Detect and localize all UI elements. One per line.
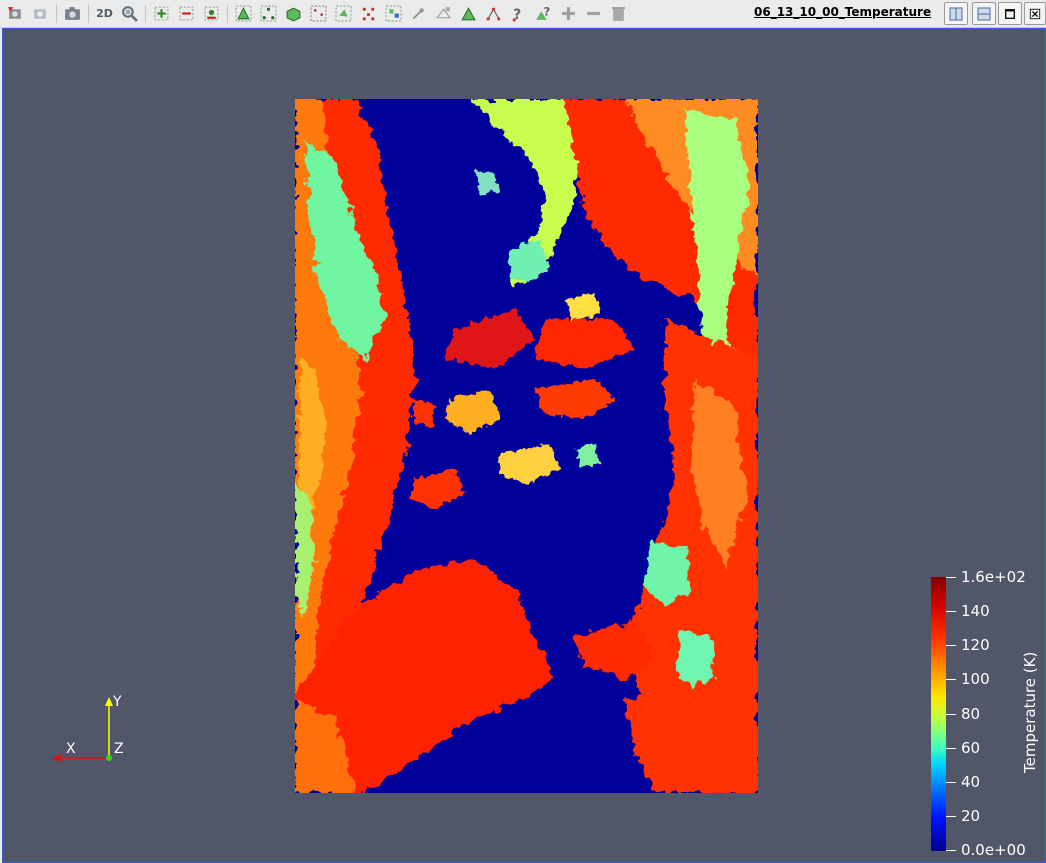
select-cells-polygon-icon[interactable]	[334, 4, 354, 24]
cell-query-icon[interactable]: ?	[509, 4, 529, 24]
colorbar-gradient	[931, 577, 946, 851]
toggle-2d-button[interactable]: 2D	[96, 7, 113, 20]
colorbar-tick-label: 80	[961, 704, 981, 723]
view-toolbar: 2D ? ?	[0, 0, 1046, 28]
colorbar-tick-label: 100	[961, 670, 990, 689]
toolbar-separator	[56, 4, 57, 23]
colorbar-tick	[946, 611, 956, 613]
render-view[interactable]: 1.6e+02 140 120 100 80 60 40 20 0.0e+00 Temperat…	[2, 28, 1046, 863]
reset-camera-closest-icon[interactable]	[31, 4, 51, 24]
hover-points-icon[interactable]	[434, 4, 454, 24]
view-title[interactable]: 06_13_10_00_Temperature	[754, 5, 932, 19]
reset-camera-icon[interactable]	[6, 4, 26, 24]
zoom-closest-icon[interactable]	[202, 4, 222, 24]
colorbar-tick	[946, 713, 956, 715]
split-vertical-button[interactable]	[972, 2, 996, 25]
colorbar-tick	[946, 781, 956, 783]
toolbar-separator	[227, 4, 228, 23]
zoom-to-data-icon[interactable]	[120, 4, 140, 24]
axis-x-label: X	[66, 741, 76, 757]
colorbar-tick-label: 140	[961, 602, 990, 621]
hover-cells-icon[interactable]	[459, 4, 479, 24]
select-cells-frustum-icon[interactable]	[284, 4, 304, 24]
colorbar-tick-label: 0.0e+00	[961, 841, 1026, 859]
clear-selection-icon[interactable]	[584, 4, 604, 24]
select-points-frustum-icon[interactable]	[309, 4, 329, 24]
orientation-axes: Y X Z	[43, 694, 143, 774]
colorbar-tick	[946, 815, 956, 817]
close-icon	[1029, 8, 1041, 19]
svg-text:?: ?	[544, 5, 551, 19]
zoom-out-icon[interactable]	[177, 4, 197, 24]
split-vertical-icon	[977, 7, 991, 20]
toolbar-separator	[88, 4, 89, 23]
colorbar-tick-label: 120	[961, 636, 990, 655]
colorbar-title: Temperature (K)	[1021, 651, 1039, 773]
capture-screenshot-icon[interactable]	[63, 4, 83, 24]
split-horizontal-button[interactable]	[944, 2, 968, 25]
axis-y-label: Y	[113, 694, 122, 710]
colorbar-tick-label: 1.6e+02	[961, 568, 1026, 586]
colorbar-tick-label: 40	[961, 772, 981, 791]
close-view-button[interactable]	[1024, 2, 1046, 25]
colorbar-tick	[946, 577, 956, 578]
split-horizontal-icon	[949, 7, 963, 20]
colorbar-tick	[946, 850, 956, 851]
colorbar-tick	[946, 747, 956, 749]
shrink-selection-icon[interactable]	[559, 4, 579, 24]
interactive-select-icon[interactable]	[409, 4, 429, 24]
svg-text:?: ?	[513, 7, 521, 22]
colorbar-tick-label: 20	[961, 806, 981, 825]
maximize-button[interactable]	[998, 2, 1022, 25]
point-query-icon[interactable]	[484, 4, 504, 24]
select-blocks-icon[interactable]	[384, 4, 404, 24]
colorbar-tick	[946, 645, 956, 647]
toolbar-separator	[145, 4, 146, 23]
maximize-icon	[1005, 8, 1015, 19]
colorbar-tick	[946, 679, 956, 681]
temperature-image	[295, 99, 758, 793]
axis-z-label: Z	[114, 741, 124, 757]
select-cells-on-icon[interactable]	[234, 4, 254, 24]
zoom-in-icon[interactable]	[152, 4, 172, 24]
grow-selection-icon[interactable]: ?	[534, 4, 554, 24]
delete-selection-icon[interactable]	[609, 4, 629, 24]
select-points-on-icon[interactable]	[259, 4, 279, 24]
select-points-polygon-icon[interactable]	[359, 4, 379, 24]
colorbar-tick-label: 60	[961, 738, 981, 757]
